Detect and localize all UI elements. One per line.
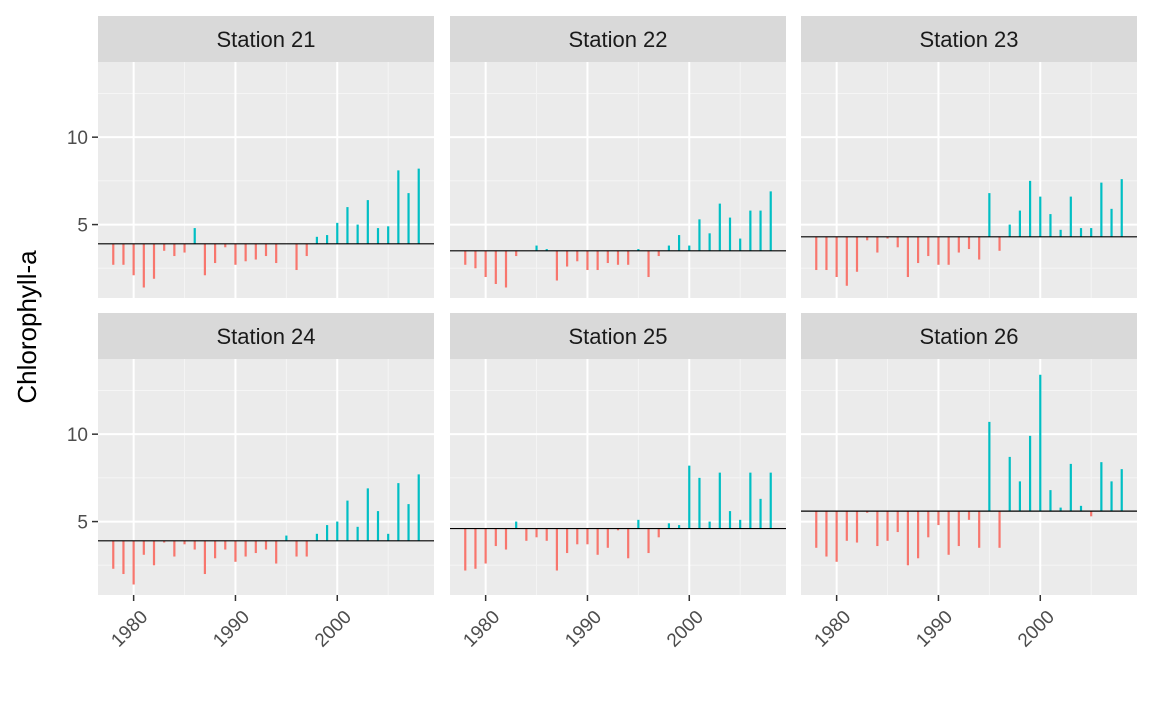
panel-background: [801, 62, 1137, 298]
facet-title: Station 23: [919, 27, 1018, 52]
y-tick-label: 5: [77, 513, 88, 534]
panel-background: [98, 62, 434, 298]
panel-background: [98, 359, 434, 595]
facet-panel: Station 26: [801, 313, 1137, 595]
facet-strip: [98, 313, 434, 359]
y-axis-title: Chlorophyll-a: [12, 250, 42, 404]
y-tick-label: 10: [67, 425, 88, 446]
facet-panel: Station 23: [801, 16, 1137, 298]
facet-title: Station 22: [568, 27, 667, 52]
y-axes: 5 10 5 10: [67, 128, 98, 534]
facet-title: Station 25: [568, 324, 667, 349]
y-tick-label: 5: [77, 216, 88, 237]
facet-strip: [450, 313, 786, 359]
facet-strip: [98, 16, 434, 62]
facet-panels: Station 21 Station 22 Station 23 Station 24…: [98, 16, 1137, 595]
facet-title: Station 26: [919, 324, 1018, 349]
facet-panel: Station 24: [98, 313, 434, 595]
facet-title: Station 24: [216, 324, 315, 349]
facet-strip: [801, 16, 1137, 62]
facet-panel: Station 25: [450, 313, 786, 595]
facet-panel: Station 21: [98, 16, 434, 298]
facet-title: Station 21: [216, 27, 315, 52]
facet-panel: Station 22: [450, 16, 786, 298]
panel-background: [801, 359, 1137, 595]
y-tick-label: 10: [67, 128, 88, 149]
panel-background: [450, 359, 786, 595]
facet-strip: [450, 16, 786, 62]
facet-strip: [801, 313, 1137, 359]
